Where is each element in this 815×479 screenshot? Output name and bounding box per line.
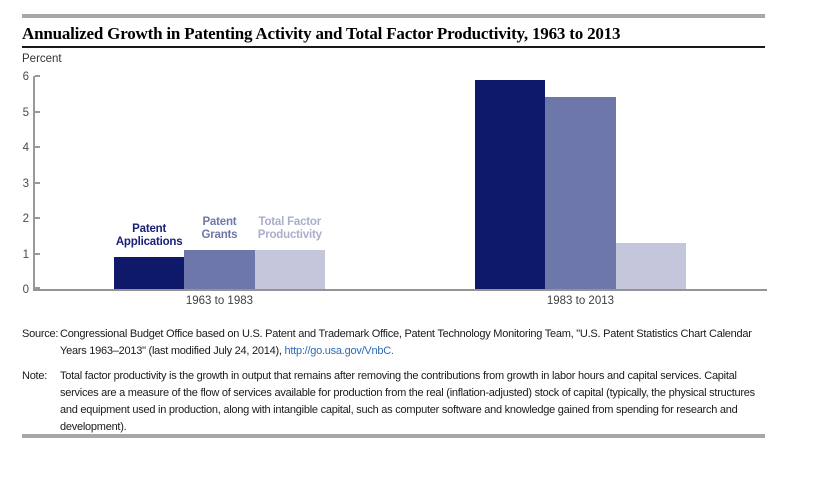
y-axis-tick-label: 4 bbox=[22, 142, 29, 154]
y-axis-unit-label: Percent bbox=[22, 53, 62, 65]
series-label-total-factor-productivity: Total Factor Productivity bbox=[257, 215, 322, 241]
x-axis-label-1963-to-1983: 1963 to 1983 bbox=[185, 295, 254, 307]
y-axis-tick-label: 2 bbox=[22, 213, 29, 225]
chart-title: Annualized Growth in Patenting Activity … bbox=[22, 24, 621, 43]
y-axis-tick-label: 5 bbox=[22, 106, 29, 119]
source-line: Source: Congressional Budget Office base… bbox=[22, 326, 765, 360]
y-axis-tick-label: 3 bbox=[22, 177, 29, 190]
y-axis-tick-label: 6 bbox=[22, 71, 29, 83]
bar-total-factor-productivity-1983-to-2013 bbox=[615, 242, 686, 289]
y-axis-tick bbox=[35, 287, 40, 289]
y-axis-tick bbox=[35, 146, 40, 148]
y-axis-tick-label: 0 bbox=[22, 284, 29, 296]
series-label-patent-grants: Patent Grants bbox=[201, 215, 238, 241]
source-suffix: . bbox=[390, 345, 394, 357]
y-axis-tick bbox=[35, 110, 40, 113]
bar-chart-plot-area: 0 1 2 3 4 5 6 1963 to 1983 1983 to 2013 Patent App… bbox=[23, 71, 767, 307]
note-label: Note: bbox=[22, 370, 48, 382]
bar-patent-applications-1963-to-1983 bbox=[114, 257, 185, 289]
note-text: Total factor productivity is the growth … bbox=[60, 370, 755, 433]
title-underline bbox=[22, 46, 765, 48]
y-axis-tick bbox=[35, 181, 40, 184]
y-axis-tick-label: 1 bbox=[22, 248, 29, 261]
bar-patent-grants-1983-to-2013 bbox=[545, 97, 616, 289]
note-line: Note: Total factor productivity is the g… bbox=[22, 368, 765, 436]
source-text: Congressional Budget Office based on U.S… bbox=[60, 326, 765, 360]
bar-patent-grants-1963-to-1983 bbox=[184, 249, 255, 289]
source-text-body: Congressional Budget Office based on U.S… bbox=[60, 328, 752, 357]
y-axis-tick bbox=[35, 252, 40, 255]
bottom-rule bbox=[22, 434, 765, 438]
top-rule bbox=[22, 14, 765, 18]
source-label: Source: bbox=[22, 328, 59, 340]
y-axis-tick bbox=[35, 75, 40, 77]
bar-total-factor-productivity-1963-to-1983 bbox=[254, 249, 325, 289]
source-link[interactable]: http://go.usa.gov/VnbC bbox=[284, 345, 391, 357]
bar-patent-applications-1983-to-2013 bbox=[475, 79, 546, 289]
x-axis-label-1983-to-2013: 1983 to 2013 bbox=[546, 295, 615, 307]
y-axis-tick bbox=[35, 217, 40, 219]
series-label-patent-applications: Patent Applications bbox=[115, 223, 183, 249]
